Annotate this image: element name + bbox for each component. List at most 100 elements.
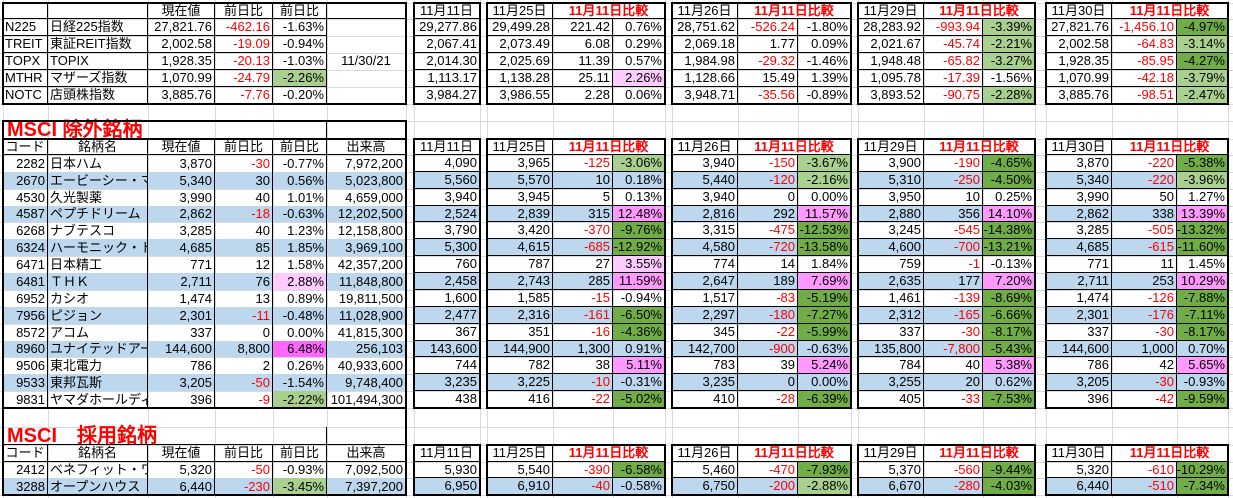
adopted-price[interactable]: 5,320 — [148, 462, 215, 478]
index-compare-diff[interactable]: -65.82 — [924, 53, 983, 70]
excluded-compare-value[interactable]: 416 — [487, 391, 553, 408]
index-code[interactable]: N225 — [3, 19, 48, 36]
excluded-change-pct[interactable]: 1.23% — [273, 222, 327, 239]
excluded-compare-pct[interactable]: 5.24% — [798, 357, 851, 374]
index-name[interactable]: TOPIX — [48, 53, 148, 70]
excluded-code[interactable]: 9831 — [3, 391, 48, 408]
excluded-compare-diff[interactable]: -545 — [924, 222, 983, 239]
excluded-code[interactable]: 7956 — [3, 307, 48, 324]
excluded-change-pct[interactable]: -0.63% — [273, 206, 327, 222]
excluded-compare-value[interactable]: 144,600 — [1046, 341, 1112, 357]
excluded-compare-value[interactable]: 4,580 — [672, 239, 738, 256]
excluded-compare-value[interactable]: 337 — [858, 324, 924, 341]
excluded-compare-diff[interactable]: 177 — [924, 273, 983, 290]
excluded-name[interactable]: 久光製薬 — [48, 189, 148, 206]
excluded-change-pct[interactable]: 2.88% — [273, 273, 327, 290]
index-compare-value[interactable]: 1,928.35 — [1046, 53, 1112, 70]
index-code[interactable]: TOPX — [3, 53, 48, 70]
index-compare-diff[interactable]: 11.39 — [553, 53, 613, 70]
index-compare-value[interactable]: 1,070.99 — [1046, 70, 1112, 87]
excluded-compare-diff[interactable]: -505 — [1112, 222, 1177, 239]
excluded-compare-value[interactable]: 135,800 — [858, 341, 924, 357]
excluded-change[interactable]: -30 — [215, 155, 273, 172]
excluded-base-value[interactable]: 3,940 — [414, 189, 480, 206]
excluded-compare-pct[interactable]: 12.48% — [613, 206, 665, 222]
excluded-change[interactable]: -11 — [215, 307, 273, 324]
index-compare-value[interactable]: 28,283.92 — [858, 19, 924, 36]
excluded-compare-pct[interactable]: -6.50% — [613, 307, 665, 324]
excluded-change[interactable]: 0 — [215, 324, 273, 341]
index-compare-pct[interactable]: -2.21% — [983, 36, 1035, 53]
index-compare-diff[interactable]: 1.77 — [738, 36, 798, 53]
index-compare-diff[interactable]: -526.24 — [738, 19, 798, 36]
excluded-compare-value[interactable]: 3,255 — [858, 374, 924, 391]
excluded-compare-value[interactable]: 3,245 — [858, 222, 924, 239]
index-base-value[interactable]: 3,984.27 — [414, 87, 480, 104]
index-price[interactable]: 2,002.58 — [148, 36, 215, 53]
excluded-compare-pct[interactable]: -13.58% — [798, 239, 851, 256]
index-name[interactable]: 日経225指数 — [48, 19, 148, 36]
excluded-compare-pct[interactable]: 0.91% — [613, 341, 665, 357]
excluded-compare-pct[interactable]: -7.11% — [1177, 307, 1228, 324]
index-compare-diff[interactable]: -42.18 — [1112, 70, 1177, 87]
excluded-volume[interactable]: 3,969,100 — [327, 239, 406, 256]
excluded-compare-diff[interactable]: -190 — [924, 155, 983, 172]
index-compare-pct[interactable]: -3.14% — [1177, 36, 1228, 53]
index-compare-value[interactable]: 2,073.49 — [487, 36, 553, 53]
excluded-compare-diff[interactable]: -180 — [738, 307, 798, 324]
excluded-compare-value[interactable]: 3,945 — [487, 189, 553, 206]
excluded-compare-pct[interactable]: -13.21% — [983, 239, 1035, 256]
excluded-compare-value[interactable]: 771 — [1046, 256, 1112, 273]
excluded-name[interactable]: ＴＨＫ — [48, 273, 148, 290]
adopted-price[interactable]: 6,440 — [148, 478, 215, 495]
excluded-change-pct[interactable]: 1.85% — [273, 239, 327, 256]
index-compare-value[interactable]: 2,025.69 — [487, 53, 553, 70]
index-compare-pct[interactable]: -3.27% — [983, 53, 1035, 70]
index-compare-pct[interactable]: 2.26% — [613, 70, 665, 87]
excluded-compare-diff[interactable]: -139 — [924, 290, 983, 307]
excluded-compare-pct[interactable]: -14.38% — [983, 222, 1035, 239]
excluded-change-pct[interactable]: 1.01% — [273, 189, 327, 206]
adopted-change[interactable]: -50 — [215, 462, 273, 478]
excluded-code[interactable]: 4530 — [3, 189, 48, 206]
excluded-compare-pct[interactable]: 1.84% — [798, 256, 851, 273]
index-price[interactable]: 3,885.76 — [148, 87, 215, 104]
excluded-compare-diff[interactable]: 50 — [1112, 189, 1177, 206]
excluded-compare-value[interactable]: 5,440 — [672, 172, 738, 189]
excluded-compare-pct[interactable]: 13.39% — [1177, 206, 1228, 222]
index-code[interactable]: NOTC — [3, 87, 48, 104]
index-compare-value[interactable]: 1,095.78 — [858, 70, 924, 87]
excluded-compare-pct[interactable]: -0.94% — [613, 290, 665, 307]
index-compare-pct[interactable]: -4.97% — [1177, 19, 1228, 36]
excluded-compare-value[interactable]: 3,315 — [672, 222, 738, 239]
index-compare-value[interactable]: 3,893.52 — [858, 87, 924, 104]
excluded-name[interactable]: ユナイテッドアーバン投資 — [48, 341, 148, 357]
excluded-compare-diff[interactable]: 253 — [1112, 273, 1177, 290]
excluded-compare-value[interactable]: 3,420 — [487, 222, 553, 239]
index-compare-diff[interactable]: -1,456.10 — [1112, 19, 1177, 36]
excluded-compare-diff[interactable]: 338 — [1112, 206, 1177, 222]
adopted-compare-pct[interactable]: -6.58% — [613, 462, 665, 478]
excluded-compare-diff[interactable]: 189 — [738, 273, 798, 290]
excluded-price[interactable]: 4,685 — [148, 239, 215, 256]
excluded-price[interactable]: 3,870 — [148, 155, 215, 172]
excluded-compare-pct[interactable]: 11.57% — [798, 206, 851, 222]
excluded-price[interactable]: 3,285 — [148, 222, 215, 239]
excluded-compare-value[interactable]: 786 — [1046, 357, 1112, 374]
excluded-compare-diff[interactable]: 11 — [1112, 256, 1177, 273]
excluded-name[interactable]: ピジョン — [48, 307, 148, 324]
excluded-price[interactable]: 2,301 — [148, 307, 215, 324]
excluded-compare-diff[interactable]: -475 — [738, 222, 798, 239]
adopted-compare-value[interactable]: 6,750 — [672, 478, 738, 495]
index-name[interactable]: 店頭株指数 — [48, 87, 148, 104]
adopted-compare-value[interactable]: 6,910 — [487, 478, 553, 495]
excluded-compare-value[interactable]: 144,900 — [487, 341, 553, 357]
excluded-price[interactable]: 2,862 — [148, 206, 215, 222]
excluded-compare-pct[interactable]: -0.13% — [983, 256, 1035, 273]
index-compare-value[interactable]: 27,821.76 — [1046, 19, 1112, 36]
index-compare-pct[interactable]: -2.47% — [1177, 87, 1228, 104]
excluded-change[interactable]: 76 — [215, 273, 273, 290]
index-compare-diff[interactable]: -90.75 — [924, 87, 983, 104]
excluded-change[interactable]: 8,800 — [215, 341, 273, 357]
index-change-pct[interactable]: -0.94% — [273, 36, 327, 53]
